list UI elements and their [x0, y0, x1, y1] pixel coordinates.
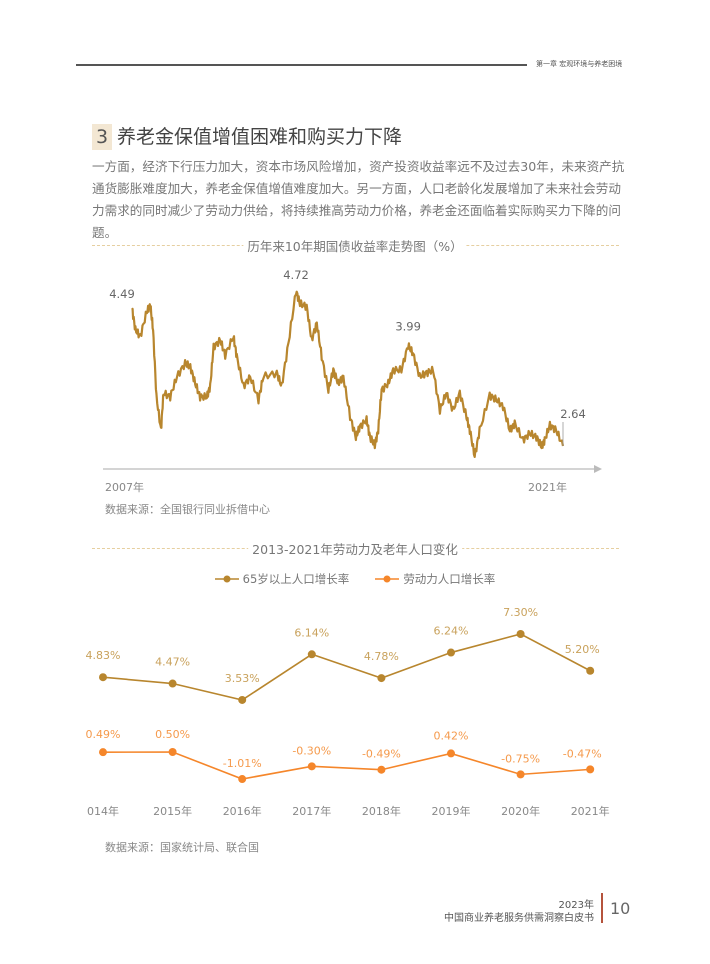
data-label: 4.78% — [364, 650, 399, 663]
data-point — [238, 695, 247, 704]
data-point — [168, 679, 177, 688]
x-tick-label: 2015年 — [153, 804, 192, 818]
data-label: 7.30% — [503, 606, 538, 619]
header-rule — [76, 64, 527, 66]
section-number: 3 — [92, 124, 112, 150]
data-point — [586, 666, 595, 675]
data-label: 0.49% — [86, 728, 121, 741]
legend-item-elderly: 65岁以上人口增长率 — [214, 571, 350, 587]
x-start-label: 2007年 — [105, 481, 144, 494]
x-tick-label: 2019年 — [432, 804, 471, 818]
chart1-title: 历年来10年期国债收益率走势图（%） — [243, 236, 467, 255]
x-axis-arrow-icon — [594, 465, 602, 473]
data-label: -0.75% — [501, 752, 540, 765]
data-point — [586, 765, 595, 774]
yield-annotation-0: 4.49 — [109, 287, 135, 301]
series-line-0 — [102, 633, 591, 701]
yield-annotation-1: 4.72 — [283, 268, 309, 282]
x-end-label: 2021年 — [528, 481, 567, 494]
data-point — [516, 770, 525, 779]
data-label: -0.49% — [362, 748, 401, 761]
chart2-source: 数据来源：国家统计局、联合国 — [105, 841, 259, 854]
population-chart: 014年 2015年 2016年 2017年 2018年 2019年 2020年 2021年 4… — [86, 606, 610, 818]
data-label: 6.24% — [434, 625, 469, 638]
yield-series-line — [131, 290, 565, 458]
x-tick-label: 2020年 — [501, 804, 540, 818]
footer-divider — [601, 893, 603, 923]
yield-annotation-2: 3.99 — [395, 319, 421, 333]
data-label: 6.14% — [294, 626, 329, 639]
data-point — [307, 762, 316, 771]
x-tick-label: 014年 — [87, 804, 119, 818]
x-tick-label: 2016年 — [223, 804, 262, 818]
data-label: 4.47% — [155, 656, 190, 669]
data-label: -0.47% — [563, 747, 602, 760]
data-label: 4.83% — [86, 649, 121, 662]
data-label: 0.50% — [155, 728, 190, 741]
data-point — [99, 748, 107, 757]
footer-year: 2023年 — [558, 900, 594, 911]
body-paragraph: 一方面，经济下行压力加大，资本市场风险增加，资产投资收益率远不及过去30年，未来… — [92, 159, 625, 240]
data-label: 3.53% — [225, 672, 260, 685]
x-tick-label: 2018年 — [362, 804, 401, 818]
legend-marker-labor-icon — [375, 575, 400, 583]
data-point — [377, 674, 386, 683]
data-point — [238, 775, 247, 784]
data-point — [447, 749, 455, 758]
chart1-source: 数据来源：全国银行同业拆借中心 — [105, 503, 270, 516]
data-label: -1.01% — [223, 757, 262, 770]
chart2-title: 2013-2021年劳动力及老年人口变化 — [248, 539, 462, 558]
legend-marker-elderly-icon — [214, 575, 239, 583]
yield-annotation-3: 2.64 — [560, 407, 586, 421]
data-point — [447, 648, 455, 657]
legend-label-elderly: 65岁以上人口增长率 — [242, 572, 350, 586]
page-number: 10 — [610, 899, 631, 918]
data-label: 5.20% — [565, 643, 600, 656]
section-title: 养老金保值增值困难和购买力下降 — [117, 126, 403, 148]
bond-yield-chart: 4.49 4.72 3.99 2.64 — [103, 268, 602, 473]
data-point — [377, 765, 386, 774]
data-label: -0.30% — [292, 744, 331, 757]
data-point — [516, 630, 525, 638]
data-point — [168, 748, 177, 756]
x-tick-label: 2017年 — [292, 804, 331, 818]
x-tick-label: 2021年 — [571, 804, 610, 818]
legend-item-labor: 劳动力人口增长率 — [375, 571, 495, 587]
footer-title: 中国商业养老服务供需洞察白皮书 — [444, 913, 594, 924]
chart2-legend: 65岁以上人口增长率 劳动力人口增长率 — [0, 571, 710, 587]
data-point — [307, 650, 316, 659]
data-label: 0.42% — [434, 729, 469, 742]
chapter-label: 第一章 宏观环境与养老困境 — [536, 60, 623, 68]
series-line-1 — [102, 751, 591, 780]
legend-label-labor: 劳动力人口增长率 — [403, 572, 496, 586]
data-point — [99, 673, 107, 682]
